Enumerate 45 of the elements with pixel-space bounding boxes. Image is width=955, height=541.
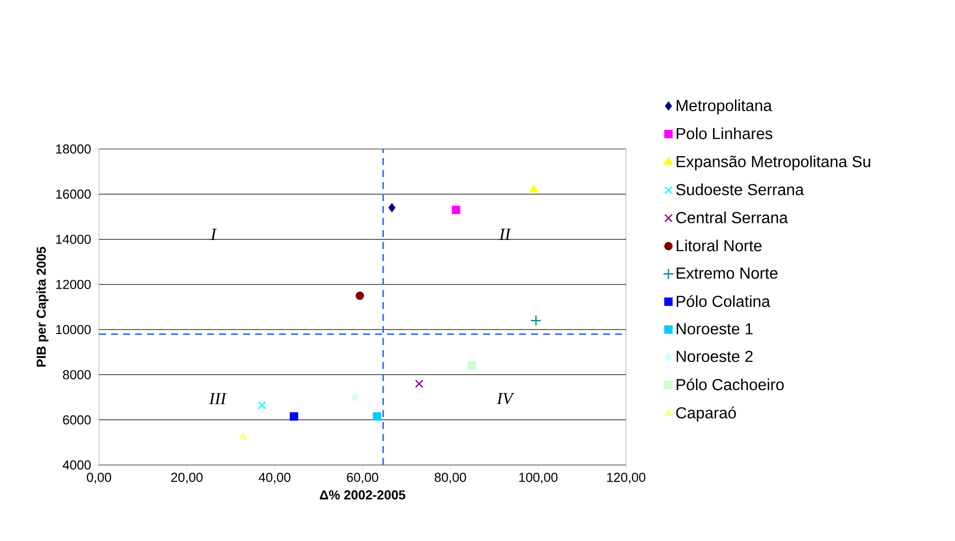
annotation: I xyxy=(210,228,217,240)
legend-label: Expansão Metropolitana Su xyxy=(676,156,870,170)
legend-label: Pólo Cachoeiro xyxy=(676,378,784,390)
point xyxy=(238,432,248,440)
x-tick-label: 100,00 xyxy=(519,472,558,484)
annotation: IV xyxy=(496,392,514,404)
point xyxy=(290,412,298,421)
point xyxy=(452,206,460,214)
y-tick-label: 12000 xyxy=(56,280,91,290)
legend-label: Metropolitana xyxy=(676,99,772,114)
legend-label: Caparaó xyxy=(676,406,736,422)
point xyxy=(529,184,538,192)
point xyxy=(468,361,476,370)
legend-label: Pólo Colatina xyxy=(676,295,770,307)
legend-label: Sudoeste Serrana xyxy=(676,184,804,196)
y-tick-label: 4000 xyxy=(62,460,91,470)
x-tick-label: 80,00 xyxy=(434,472,466,484)
y-tick-label: 8000 xyxy=(62,370,91,380)
point xyxy=(415,380,424,388)
legend-label: Extremo Norte xyxy=(676,268,778,279)
point xyxy=(388,202,396,212)
y-tick-label: 10000 xyxy=(56,324,91,334)
y-axis-title: PIB per Capita 2005 xyxy=(36,246,48,367)
annotation: III xyxy=(209,393,227,404)
point xyxy=(351,392,359,402)
x-tick-label: 60,00 xyxy=(346,472,378,484)
y-tick-label: 16000 xyxy=(56,190,91,199)
point xyxy=(356,292,364,300)
y-tick-label: 18000 xyxy=(56,144,91,154)
legend-label: Litoral Norte xyxy=(676,240,762,252)
x-tick-label: 20,00 xyxy=(171,472,203,484)
point xyxy=(258,401,266,410)
legend-label: Polo Linhares xyxy=(676,128,772,140)
y-tick-label: 6000 xyxy=(63,415,91,424)
legend-label: Noroeste 2 xyxy=(676,350,753,362)
x-tick-label: 120,00 xyxy=(607,472,646,484)
point xyxy=(530,314,542,326)
annotation: II xyxy=(499,228,512,240)
point xyxy=(372,412,382,421)
legend-label: Noroeste 1 xyxy=(676,323,753,334)
y-tick-label: 14000 xyxy=(56,234,91,244)
x-tick-label: 40,00 xyxy=(258,472,290,484)
legend-label: Central Serrana xyxy=(676,212,788,224)
x-tick-label: 0,00 xyxy=(86,472,112,484)
x-axis-title: Δ% 2002-2005 xyxy=(320,490,406,500)
